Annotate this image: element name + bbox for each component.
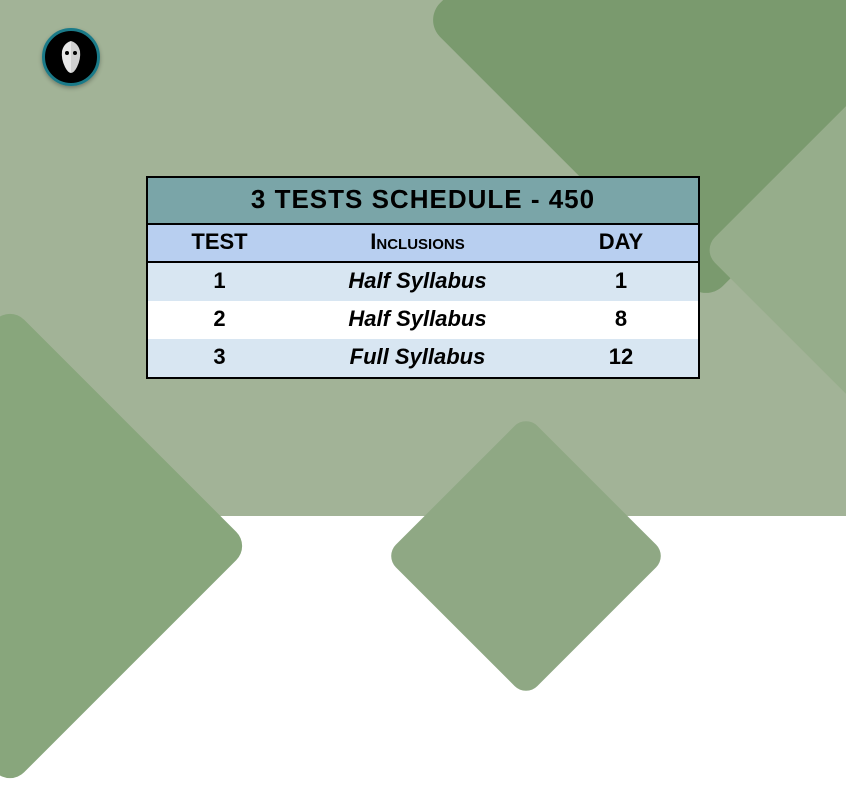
cell-test: 3 (148, 339, 291, 377)
cell-inclusions: Half Syllabus (291, 263, 544, 301)
logo-icon (42, 28, 100, 86)
table-row: 2 Half Syllabus 8 (148, 301, 698, 339)
table-row: 1 Half Syllabus 1 (148, 263, 698, 301)
cell-test: 2 (148, 301, 291, 339)
cell-day: 8 (544, 301, 698, 339)
cell-inclusions: Half Syllabus (291, 301, 544, 339)
schedule-table: 3 TESTS SCHEDULE - 450 TEST Inclusions D… (146, 176, 700, 379)
table-header-row: TEST Inclusions DAY (148, 225, 698, 263)
cell-day: 1 (544, 263, 698, 301)
header-inclusions: Inclusions (291, 225, 544, 261)
table-title: 3 TESTS SCHEDULE - 450 (148, 178, 698, 225)
header-day: DAY (544, 225, 698, 261)
bg-diamond (385, 415, 668, 698)
header-test: TEST (148, 225, 291, 261)
cell-test: 1 (148, 263, 291, 301)
cell-day: 12 (544, 339, 698, 377)
table-row: 3 Full Syllabus 12 (148, 339, 698, 377)
cell-inclusions: Full Syllabus (291, 339, 544, 377)
